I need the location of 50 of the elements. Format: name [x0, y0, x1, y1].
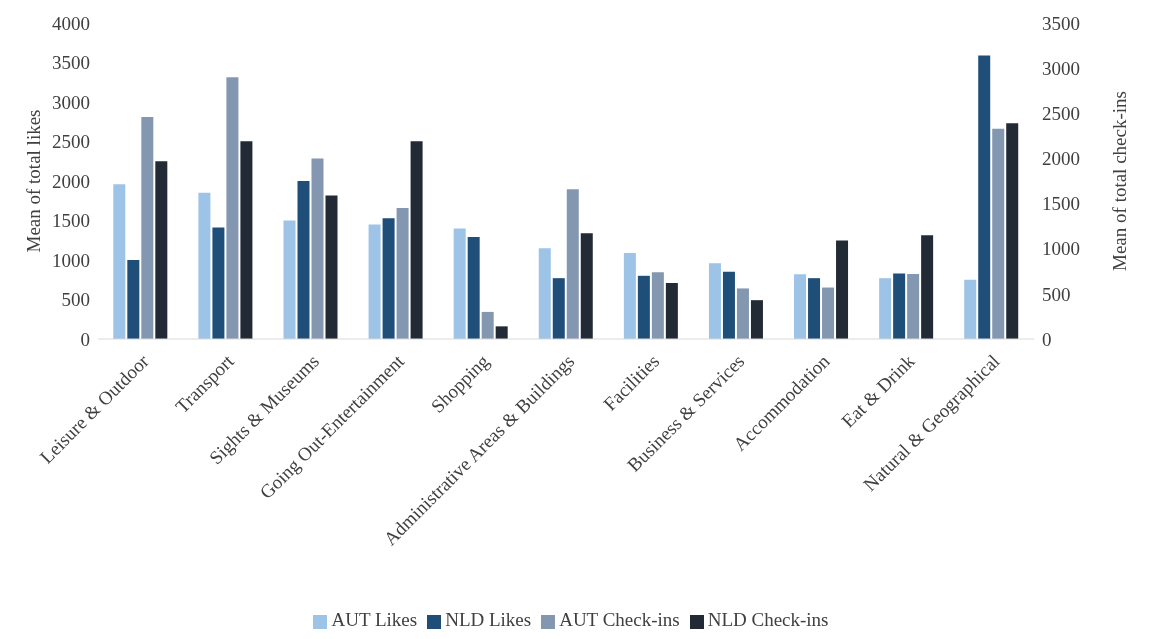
- bar: [538, 248, 551, 339]
- bar: [325, 195, 338, 339]
- bar: [879, 278, 892, 339]
- y-tick-label: 500: [61, 289, 90, 311]
- y-tick-label: 0: [80, 328, 90, 350]
- bar: [836, 240, 849, 339]
- y-tick-label: 3500: [52, 52, 90, 74]
- bar: [155, 161, 168, 339]
- legend-label: NLD Likes: [445, 609, 532, 630]
- y-tick-label: 2000: [52, 170, 90, 192]
- y2-tick-label: 0: [1042, 328, 1052, 350]
- y2-tick-label: 2000: [1042, 148, 1080, 170]
- bar: [226, 77, 239, 339]
- y-tick-label: 4000: [52, 12, 90, 34]
- bar: [566, 189, 579, 339]
- y-tick-label: 1500: [52, 210, 90, 232]
- y2-tick-label: 3000: [1042, 57, 1080, 79]
- y2-tick-label: 1500: [1042, 193, 1080, 215]
- bar: [283, 220, 296, 339]
- y-tick-label: 3000: [52, 91, 90, 113]
- y-tick-label: 2500: [52, 131, 90, 153]
- bar: [964, 279, 977, 339]
- bar: [481, 311, 494, 339]
- bar: [708, 263, 721, 339]
- bar: [368, 224, 381, 339]
- bar: [410, 141, 423, 339]
- bar: [113, 184, 126, 339]
- bar: [453, 228, 466, 339]
- bar: [467, 237, 480, 339]
- bar: [580, 233, 593, 339]
- y2-tick-label: 3500: [1042, 12, 1080, 34]
- bar: [921, 235, 934, 339]
- bar: [141, 116, 154, 339]
- y-tick-label: 1000: [52, 249, 90, 271]
- bar: [665, 283, 678, 339]
- legend-label: AUT Check-ins: [559, 609, 680, 630]
- y2-tick-label: 1000: [1042, 238, 1080, 260]
- legend-label: AUT Likes: [331, 609, 418, 630]
- bar: [623, 252, 636, 339]
- y-axis-title: Mean of total likes: [22, 109, 44, 253]
- bar: [794, 274, 807, 339]
- y2-tick-label: 2500: [1042, 103, 1080, 125]
- legend-label: NLD Check-ins: [707, 609, 829, 630]
- bar: [495, 326, 508, 339]
- bar: [198, 192, 211, 339]
- bar: [750, 300, 763, 339]
- bar: [240, 141, 253, 339]
- bar: [1006, 123, 1019, 339]
- y2-tick-label: 500: [1042, 283, 1071, 305]
- y2-axis-title: Mean of total check-ins: [1108, 91, 1130, 271]
